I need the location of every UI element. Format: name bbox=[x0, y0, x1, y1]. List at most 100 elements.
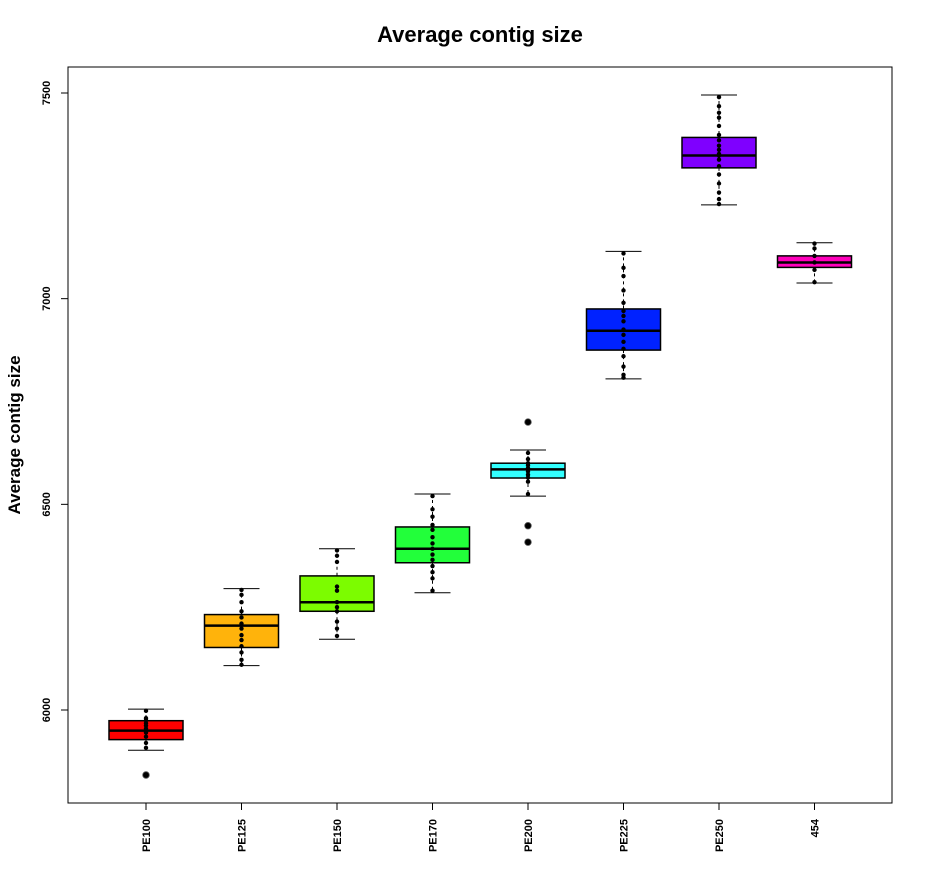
data-point bbox=[716, 132, 722, 138]
data-point bbox=[621, 339, 626, 345]
data-point bbox=[525, 461, 531, 466]
data-point bbox=[621, 265, 626, 271]
x-tick-label: PE250 bbox=[714, 819, 726, 852]
outlier-point bbox=[524, 418, 532, 426]
data-point bbox=[430, 535, 435, 540]
x-tick-label: PE170 bbox=[428, 819, 440, 852]
data-point bbox=[430, 563, 435, 569]
data-point bbox=[334, 604, 340, 610]
box-PE200 bbox=[490, 418, 566, 546]
data-point bbox=[239, 615, 244, 620]
box-PE225 bbox=[585, 250, 662, 380]
data-point bbox=[716, 94, 722, 100]
data-point bbox=[430, 570, 435, 575]
data-point bbox=[143, 708, 149, 714]
chart-title: Average contig size bbox=[377, 22, 583, 47]
data-point bbox=[334, 553, 340, 558]
data-point bbox=[239, 644, 244, 649]
data-point bbox=[716, 143, 722, 148]
data-point bbox=[621, 308, 626, 314]
data-point bbox=[430, 514, 435, 519]
data-point bbox=[334, 626, 340, 631]
data-point bbox=[430, 576, 435, 581]
outlier-point bbox=[142, 771, 150, 779]
data-point bbox=[525, 472, 531, 477]
data-point bbox=[621, 364, 626, 369]
data-point bbox=[716, 201, 722, 207]
data-point bbox=[716, 157, 722, 162]
data-point bbox=[525, 469, 531, 474]
box-PE150 bbox=[299, 548, 375, 640]
data-point bbox=[143, 716, 149, 721]
data-point bbox=[812, 260, 817, 265]
data-point bbox=[334, 609, 340, 614]
data-point bbox=[239, 657, 244, 663]
data-point bbox=[716, 115, 722, 120]
outlier-point bbox=[524, 538, 532, 546]
data-point bbox=[716, 151, 722, 157]
x-tick-label: PE225 bbox=[619, 819, 631, 852]
box-PE250 bbox=[681, 94, 757, 207]
data-point bbox=[621, 332, 626, 338]
data-point bbox=[621, 346, 626, 352]
data-point bbox=[239, 626, 244, 631]
data-point bbox=[334, 588, 340, 593]
box-PE170 bbox=[394, 493, 471, 594]
y-tick-label: 6000 bbox=[41, 698, 53, 722]
x-axis: PE100 PE125 PE150 PE170 PE200 PE225 PE250 454 bbox=[141, 803, 822, 852]
data-point bbox=[716, 190, 722, 195]
data-point bbox=[334, 584, 340, 589]
plot-area-frame bbox=[67, 66, 893, 804]
data-point bbox=[621, 313, 626, 319]
data-point bbox=[239, 621, 244, 626]
data-point bbox=[621, 288, 626, 293]
data-point bbox=[143, 745, 149, 751]
outlier-point bbox=[524, 522, 532, 530]
y-tick-label: 6500 bbox=[41, 492, 53, 516]
data-point bbox=[239, 609, 244, 614]
y-axis-label: Average contig size bbox=[5, 355, 24, 514]
data-point bbox=[430, 507, 435, 512]
data-point bbox=[812, 280, 817, 285]
data-point bbox=[716, 196, 722, 202]
data-point bbox=[334, 619, 340, 624]
data-point bbox=[430, 546, 435, 551]
data-point bbox=[525, 450, 531, 456]
data-point bbox=[334, 633, 340, 639]
data-point bbox=[430, 493, 435, 499]
data-point bbox=[621, 251, 626, 256]
data-point bbox=[525, 491, 531, 497]
x-tick-label: PE100 bbox=[141, 819, 153, 852]
data-point bbox=[621, 327, 626, 332]
data-point bbox=[716, 147, 722, 152]
data-point bbox=[239, 637, 244, 643]
y-axis: 6000 6500 7000 7500 bbox=[41, 81, 68, 722]
y-tick-label: 7500 bbox=[41, 81, 53, 105]
data-point bbox=[716, 164, 722, 169]
data-point bbox=[430, 552, 435, 557]
x-tick-label: PE200 bbox=[523, 819, 535, 852]
data-point bbox=[430, 588, 435, 593]
data-point bbox=[143, 740, 149, 746]
data-point bbox=[716, 103, 722, 109]
data-point bbox=[334, 600, 340, 605]
x-tick-label: PE150 bbox=[332, 819, 344, 852]
data-point bbox=[716, 172, 722, 177]
data-point bbox=[430, 541, 435, 546]
data-point bbox=[621, 354, 626, 359]
data-point bbox=[621, 300, 626, 305]
data-point bbox=[525, 479, 531, 484]
data-point bbox=[621, 372, 626, 377]
boxes-layer bbox=[108, 94, 853, 779]
box-PE100 bbox=[108, 708, 184, 779]
data-point bbox=[430, 522, 435, 528]
data-point bbox=[716, 110, 722, 115]
x-tick-label: PE125 bbox=[237, 819, 249, 852]
data-point bbox=[812, 267, 817, 273]
data-point bbox=[716, 123, 722, 129]
data-point bbox=[812, 241, 817, 246]
x-tick-label: 454 bbox=[810, 818, 822, 837]
data-point bbox=[143, 734, 149, 739]
data-point bbox=[239, 662, 244, 667]
